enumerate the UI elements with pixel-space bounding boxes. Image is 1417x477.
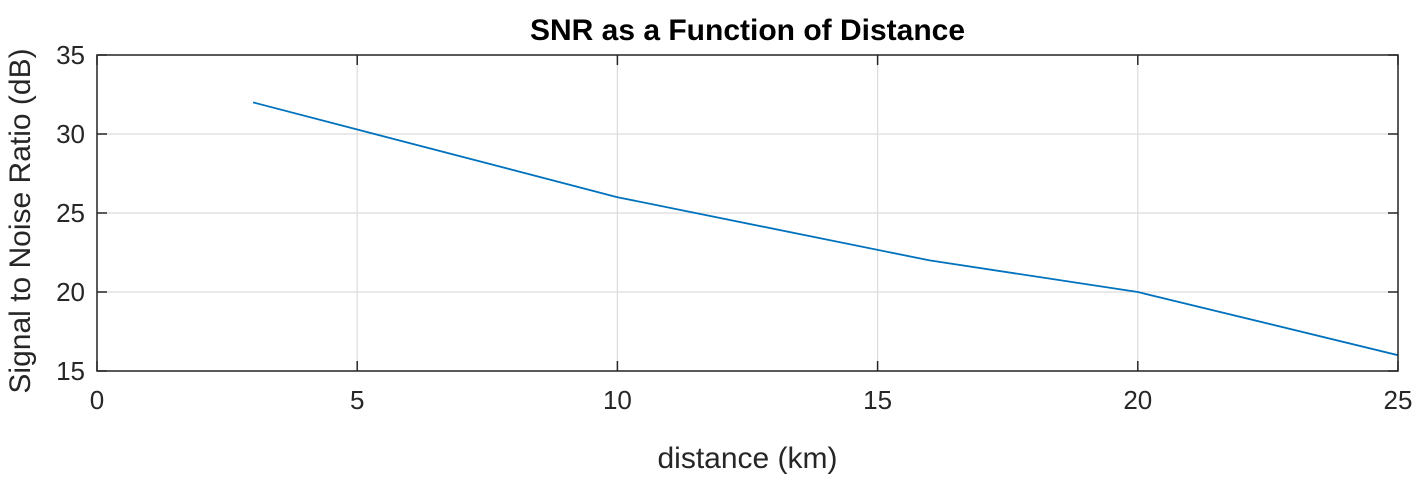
series-line	[252, 101, 1399, 357]
x-tick-label: 25	[1384, 385, 1413, 415]
y-tick-label: 30	[56, 119, 85, 149]
chart-title: SNR as a Function of Distance	[530, 14, 965, 47]
x-tick-label: 10	[603, 385, 632, 415]
x-tick-labels: 0 5 10 15 20 25	[90, 385, 1413, 415]
series-layer	[252, 101, 1399, 357]
x-tick-label: 5	[350, 385, 364, 415]
x-tick-label: 0	[90, 385, 104, 415]
y-tick-label: 15	[56, 356, 85, 386]
x-axis-label: distance (km)	[657, 442, 837, 475]
x-tick-label: 20	[1123, 385, 1152, 415]
y-tick-labels: 15 20 25 30 35	[56, 40, 85, 386]
y-tick-label: 25	[56, 198, 85, 228]
tick-marks	[96, 54, 1399, 372]
y-tick-label: 20	[56, 277, 85, 307]
x-tick-label: 15	[863, 385, 892, 415]
y-tick-label: 35	[56, 40, 85, 70]
y-axis-label: Signal to Noise Ratio (dB)	[4, 48, 37, 393]
